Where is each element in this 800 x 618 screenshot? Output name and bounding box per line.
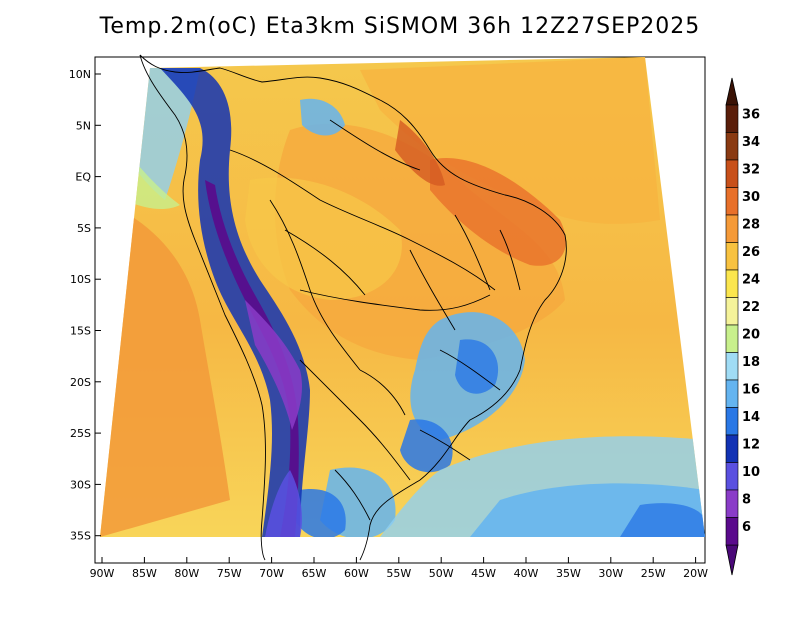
colorbar-label: 18 [742, 355, 760, 370]
colorbar-label: 24 [742, 273, 760, 288]
lon-label: 50W [429, 567, 454, 580]
lat-label: 35S [70, 530, 91, 543]
colorbar-label: 32 [742, 163, 760, 178]
lat-label: 10S [70, 273, 91, 286]
colorbar-label: 6 [742, 520, 751, 535]
lon-label: 40W [514, 567, 539, 580]
colorbar-swatch [725, 297, 739, 326]
lon-label: 70W [259, 567, 284, 580]
colorbar-bottom-arrow [725, 544, 739, 576]
colorbar-label: 28 [742, 218, 760, 233]
temperature-field [100, 57, 705, 537]
colorbar-label: 10 [742, 465, 760, 480]
lat-label: 10N [69, 68, 91, 81]
lat-label: 5S [77, 222, 91, 235]
lon-label: 65W [302, 567, 327, 580]
colorbar-label: 14 [742, 410, 760, 425]
colorbar-swatch [725, 517, 739, 546]
latitude-axis: 10N 5N EQ 5S 10S 15S 20S 25S 30S 35S [69, 68, 101, 543]
colorbar-label: 8 [742, 493, 751, 508]
lon-label: 55W [386, 567, 411, 580]
lat-label: 20S [70, 376, 91, 389]
colorbar-label: 16 [742, 383, 760, 398]
colorbar-swatch [725, 214, 739, 243]
lon-label: 30W [598, 567, 623, 580]
colorbar-swatch [725, 352, 739, 381]
lat-label: 25S [70, 427, 91, 440]
colorbar-label: 30 [742, 190, 760, 205]
lon-label: 60W [344, 567, 369, 580]
colorbar-label: 26 [742, 245, 760, 260]
colorbar-label: 34 [742, 135, 760, 150]
boundaries [139, 54, 567, 561]
lon-label: 35W [556, 567, 581, 580]
colorbar-swatch [725, 434, 739, 463]
lat-label: EQ [75, 171, 91, 184]
lon-label: 75W [217, 567, 242, 580]
lon-label: 45W [471, 567, 496, 580]
lat-label: 5N [76, 119, 91, 132]
lon-label: 20W [683, 567, 708, 580]
colorbar: 36 34 32 30 28 26 24 22 20 18 16 14 12 10 8 6 [725, 77, 760, 576]
lat-label: 15S [70, 325, 91, 338]
colorbar-swatch [725, 104, 739, 133]
colorbar-swatch [725, 407, 739, 436]
map-title: Temp.2m(oC) Eta3km SiSMOM 36h 12Z27SEP20… [99, 14, 701, 39]
colorbar-label: 36 [742, 108, 760, 123]
lon-label: 25W [641, 567, 666, 580]
colorbar-label: 22 [742, 300, 760, 315]
colorbar-swatch [725, 159, 739, 188]
colorbar-swatch [725, 269, 739, 298]
colorbar-swatch [725, 379, 739, 408]
longitude-axis: 90W 85W 80W 75W 70W 65W 60W 55W 50W 45W 40W 35W 30W 2… [90, 557, 708, 580]
colorbar-swatch [725, 187, 739, 216]
colorbar-swatch [725, 132, 739, 161]
colorbar-swatch [725, 242, 739, 271]
lat-label: 30S [70, 478, 91, 491]
lon-label: 85W [132, 567, 157, 580]
colorbar-label: 12 [742, 438, 760, 453]
colorbar-swatch [725, 324, 739, 353]
colorbar-label: 20 [742, 328, 760, 343]
colorbar-top-arrow [725, 77, 739, 106]
lon-label: 80W [174, 567, 199, 580]
colorbar-swatch [725, 462, 739, 491]
lon-label: 90W [90, 567, 115, 580]
colorbar-swatch [725, 489, 739, 518]
